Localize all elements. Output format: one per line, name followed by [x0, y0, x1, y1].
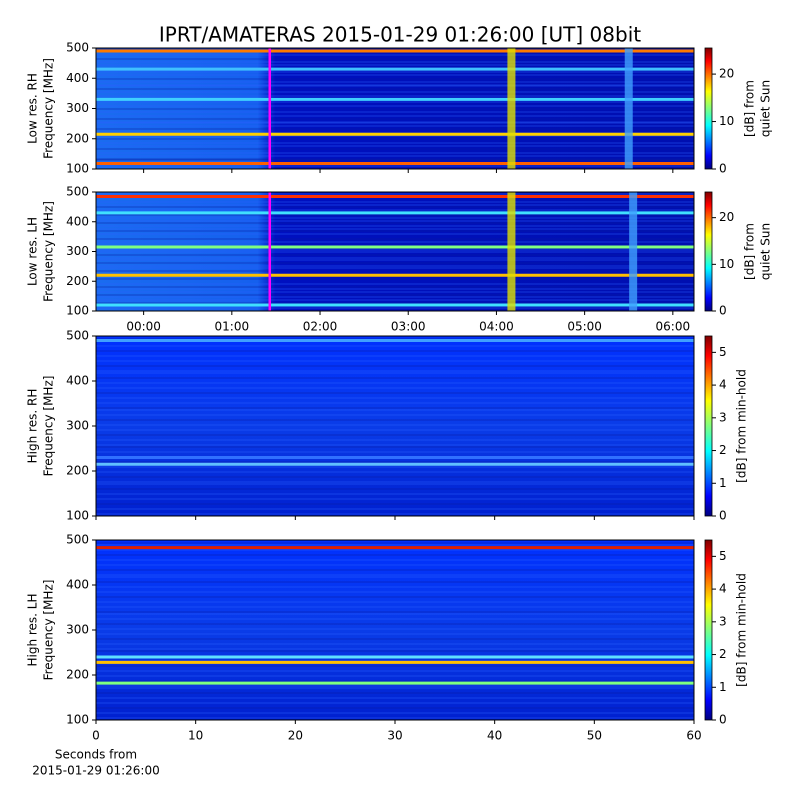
colorbar-tick-label: 20 — [719, 210, 734, 224]
y-axis-label: Frequency [MHz] — [42, 201, 56, 302]
y-tick-label: 400 — [66, 374, 89, 388]
y-tick-label: 200 — [66, 131, 89, 145]
x-axis-label: Seconds from — [55, 748, 137, 762]
y-tick-label: 400 — [66, 214, 89, 228]
y-axis-label: Frequency [MHz] — [42, 58, 56, 159]
x-tick-label: 01:00 — [215, 320, 250, 334]
y-axis-label: Frequency [MHz] — [42, 580, 56, 681]
y-tick-label: 200 — [66, 464, 89, 478]
x-axis-label: 2015-01-29 01:26:00 — [32, 764, 159, 778]
colorbar-tick-label: 20 — [719, 67, 734, 81]
colorbar-tick-label: 0 — [719, 162, 727, 176]
colorbar-tick-label: 5 — [719, 345, 727, 359]
colorbar-tick-label: 2 — [719, 443, 727, 457]
y-tick-label: 100 — [66, 304, 89, 318]
colorbar-tick-label: 1 — [719, 476, 727, 490]
x-tick-label: 00:00 — [126, 320, 161, 334]
colorbar-tick-label: 0 — [719, 509, 727, 523]
y-tick-label: 500 — [66, 533, 89, 547]
colorbar-tick-label: 2 — [719, 647, 727, 661]
y-axis-label: High res. LH — [26, 593, 40, 666]
colorbar — [704, 539, 713, 721]
colorbar-tick-label: 4 — [719, 582, 727, 596]
y-tick-label: 500 — [66, 329, 89, 343]
y-tick-label: 200 — [66, 668, 89, 682]
y-tick-label: 100 — [66, 509, 89, 523]
x-tick-label: 06:00 — [656, 320, 691, 334]
colorbar-tick-label: 0 — [719, 713, 727, 727]
y-tick-label: 300 — [66, 101, 89, 115]
colorbar-tick-label: 1 — [719, 680, 727, 694]
x-tick-label: 40 — [487, 729, 502, 743]
colorbar — [704, 47, 713, 170]
x-tick-label: 0 — [92, 729, 100, 743]
x-tick-label: 04:00 — [479, 320, 514, 334]
colorbar-tick-label: 3 — [719, 410, 727, 424]
colorbar-tick-label: 10 — [719, 114, 734, 128]
colorbar-tick-label: 3 — [719, 614, 727, 628]
colorbar-tick-label: 4 — [719, 378, 727, 392]
colorbar-tick-label: 10 — [719, 257, 734, 271]
y-tick-label: 100 — [66, 162, 89, 176]
colorbar-label: [dB] from — [743, 80, 757, 137]
colorbar-label: quiet Sun — [759, 80, 773, 137]
colorbar-label: [dB] from — [743, 223, 757, 280]
x-tick-label: 03:00 — [391, 320, 426, 334]
colorbar-tick-label: 5 — [719, 549, 727, 563]
y-axis-label: Low res. RH — [26, 73, 40, 144]
y-tick-label: 100 — [66, 713, 89, 727]
y-tick-label: 200 — [66, 274, 89, 288]
y-tick-label: 300 — [66, 419, 89, 433]
x-tick-label: 50 — [587, 729, 602, 743]
y-tick-label: 500 — [66, 185, 89, 199]
figure-title: IPRT/AMATERAS 2015-01-29 01:26:00 [UT] 0… — [159, 23, 641, 47]
x-tick-label: 02:00 — [303, 320, 338, 334]
colorbar — [704, 335, 713, 517]
x-tick-label: 05:00 — [567, 320, 602, 334]
y-tick-label: 300 — [66, 623, 89, 637]
colorbar-tick-label: 0 — [719, 304, 727, 318]
x-tick-label: 60 — [686, 729, 701, 743]
y-axis-label: Low res. LH — [26, 217, 40, 286]
x-tick-label: 30 — [387, 729, 402, 743]
x-tick-label: 20 — [288, 729, 303, 743]
y-axis-label: Frequency [MHz] — [42, 376, 56, 477]
y-tick-label: 400 — [66, 71, 89, 85]
y-axis-label: High res. RH — [26, 389, 40, 464]
colorbar-label: [dB] from min-hold — [735, 573, 749, 687]
colorbar-label: quiet Sun — [759, 223, 773, 280]
y-tick-label: 400 — [66, 578, 89, 592]
y-tick-label: 300 — [66, 244, 89, 258]
colorbar — [704, 191, 713, 312]
y-tick-label: 500 — [66, 41, 89, 55]
x-tick-label: 10 — [188, 729, 203, 743]
colorbar-label: [dB] from min-hold — [735, 369, 749, 483]
